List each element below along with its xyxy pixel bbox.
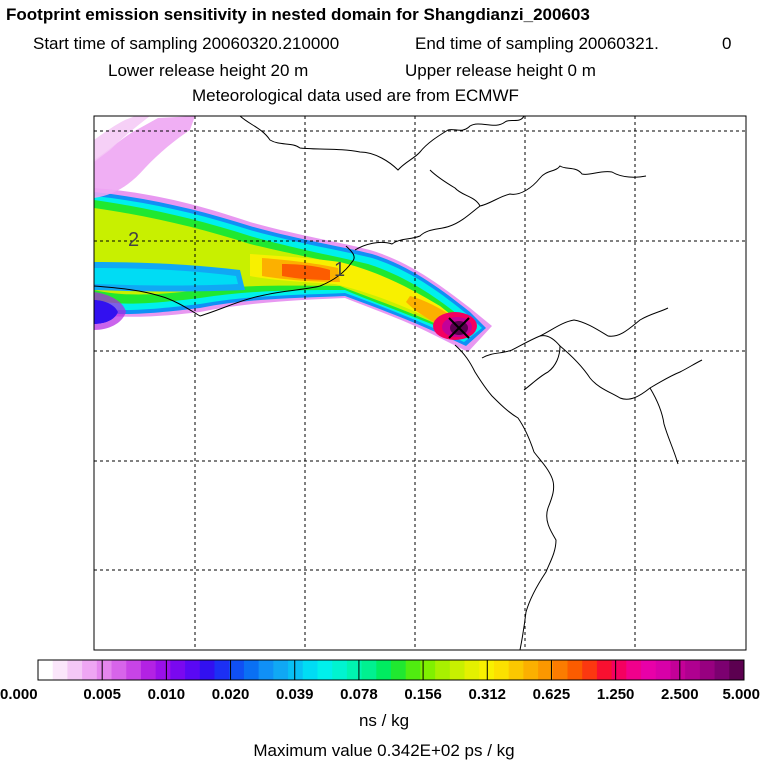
colorbar-swatch [596, 660, 613, 680]
end-time-suffix: 0 [722, 34, 732, 53]
colorbar-swatch [552, 660, 568, 680]
colorbar-swatch [538, 660, 554, 680]
plot-frame [93, 115, 747, 651]
colorbar-swatch [346, 660, 363, 680]
plume-left-blob-halo [94, 292, 126, 330]
colorbar-swatch [670, 660, 686, 680]
colorbar-swatch [361, 660, 377, 680]
colorbar-tick-label: 0.000 [0, 686, 38, 703]
colorbar-tick-label: 1.250 [597, 686, 635, 703]
colorbar-swatch [243, 660, 260, 680]
colorbar-swatch [685, 660, 701, 680]
colorbar-swatch [376, 660, 392, 680]
colorbar-tick-label: 5.000 [722, 686, 760, 703]
contour-label-1: 1 [334, 259, 345, 281]
plume-branch-northwest [94, 116, 195, 198]
max-value-label: Maximum value 0.342E+02 ps / kg [253, 741, 515, 760]
colorbar-swatch [729, 660, 745, 680]
colorbar-swatch [317, 660, 333, 680]
colorbar: 0.000 0.005 0.010 0.020 0.039 0.078 0.156 0.312… [0, 659, 760, 703]
colorbar-swatch [82, 660, 98, 680]
receptor-marker [448, 317, 470, 339]
colorbar-swatch [420, 660, 436, 680]
colorbar-swatch [435, 660, 451, 680]
colorbar-tick-label: 0.625 [533, 686, 571, 703]
colorbar-swatch [626, 660, 642, 680]
plume-layer [94, 116, 492, 352]
colorbar-swatch [449, 660, 466, 680]
colorbar-tick-label: 0.005 [83, 686, 121, 703]
colorbar-tick-label: 2.500 [661, 686, 699, 703]
colorbar-swatch [155, 660, 171, 680]
end-time-label: End time of sampling 20060321. [415, 34, 659, 53]
lower-release-height: Lower release height 20 m [108, 61, 309, 80]
colorbar-swatch [655, 660, 671, 680]
chart-title: Footprint emission sensitivity in nested… [6, 5, 590, 24]
colorbar-tick-label: 0.312 [468, 686, 506, 703]
colorbar-swatch [391, 660, 407, 680]
colorbar-tick-label: 0.039 [276, 686, 314, 703]
contour-label-2: 2 [128, 229, 139, 251]
plume-band-left-cyan [94, 268, 238, 286]
colorbar-swatch [567, 660, 583, 680]
colorbar-swatch [111, 660, 127, 680]
colorbar-tick-label: 0.156 [404, 686, 442, 703]
colorbar-swatch [508, 660, 524, 680]
colorbar-swatch [126, 660, 142, 680]
colorbar-swatch [214, 660, 230, 680]
colorbar-swatch [67, 660, 83, 680]
colorbar-tick-label: 0.078 [340, 686, 378, 703]
coastlines [94, 116, 703, 650]
colorbar-swatch [302, 660, 318, 680]
met-data-label: Meteorological data used are from ECMWF [192, 86, 519, 105]
plume-branch-northwest-faint [94, 116, 150, 162]
colorbar-swatch [332, 660, 348, 680]
colorbar-swatch [185, 660, 201, 680]
upper-release-height: Upper release height 0 m [405, 61, 596, 80]
colorbar-swatch [52, 660, 68, 680]
colorbar-swatch [229, 660, 245, 680]
colorbar-swatch [38, 660, 54, 680]
colorbar-swatch [641, 660, 657, 680]
colorbar-swatch [199, 660, 215, 680]
colorbar-swatch [464, 660, 480, 680]
plume-left-blob [94, 300, 118, 324]
colorbar-swatch [714, 660, 730, 680]
colorbar-swatch [405, 660, 421, 680]
start-time-label: Start time of sampling 20060320.210000 [33, 34, 340, 53]
colorbar-swatch [611, 660, 627, 680]
colorbar-unit: ns / kg [358, 711, 410, 730]
colorbar-tick-label: 0.010 [148, 686, 186, 703]
colorbar-swatch [493, 660, 510, 680]
colorbar-swatch [140, 660, 157, 680]
colorbar-swatch [288, 660, 304, 680]
colorbar-swatch [258, 660, 274, 680]
colorbar-swatch [96, 660, 113, 680]
colorbar-swatch [523, 660, 539, 680]
colorbar-tick-label: 0.020 [212, 686, 250, 703]
colorbar-swatch [699, 660, 716, 680]
colorbar-swatch [582, 660, 598, 680]
colorbar-swatch [273, 660, 289, 680]
map-grid [94, 116, 746, 650]
plume-band-red [282, 264, 330, 280]
colorbar-swatch [170, 660, 186, 680]
